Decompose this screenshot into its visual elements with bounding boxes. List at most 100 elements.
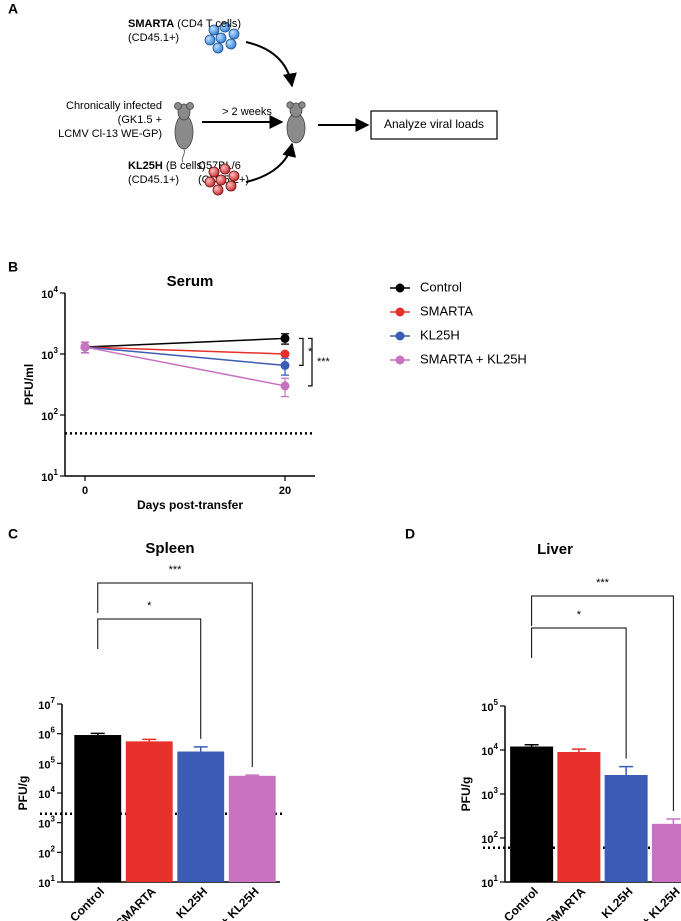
host-line: (GK1.5 + [118, 114, 162, 126]
tick-base: 10 [38, 759, 50, 771]
tick-base: 10 [481, 702, 493, 714]
x-axis-label: Days post-transfer [137, 498, 243, 512]
y-tick-label: 105 [38, 755, 55, 771]
point [280, 333, 290, 343]
significance-bracket [531, 627, 627, 759]
error-bar [619, 765, 634, 776]
series-line [84, 346, 286, 387]
y-tick-label: 101 [41, 468, 58, 484]
error-bar [245, 774, 260, 776]
smarta-cells [204, 21, 240, 54]
kl25h-name: KL25H [128, 160, 163, 172]
significance-label: *** [317, 356, 331, 368]
panel-label: A [8, 1, 18, 17]
bar [651, 823, 681, 882]
tick-base: 10 [38, 700, 50, 712]
point [280, 349, 290, 359]
x-tick-label: Control [501, 884, 541, 921]
host-line: LCMV Cl-13 WE-GP) [58, 128, 162, 140]
mouse [174, 102, 194, 163]
significance-bracket [531, 595, 674, 812]
tick-exponent: 1 [51, 874, 56, 883]
kl25h-marker: (CD45.1+) [128, 174, 179, 186]
tick-base: 10 [481, 834, 493, 846]
smarta-name: SMARTA [128, 18, 174, 30]
tick-base: 10 [41, 411, 53, 423]
interval-label: > 2 weeks [222, 106, 272, 118]
y-tick-label: 105 [481, 698, 498, 714]
y-tick-label: 104 [41, 285, 58, 301]
y-axis-label: PFU/g [16, 776, 30, 811]
significance-bracket [97, 618, 202, 739]
tick-exponent: 2 [494, 830, 499, 839]
tick-base: 10 [38, 789, 50, 801]
legend-label: KL25H [420, 327, 460, 342]
tick-exponent: 5 [494, 698, 499, 707]
tick-exponent: 4 [494, 742, 499, 751]
tick-exponent: 1 [494, 874, 499, 883]
y-tick-label: 102 [41, 407, 58, 423]
legend-label: Control [420, 279, 462, 294]
y-axis-label: PFU/ml [22, 364, 36, 405]
significance-label: * [577, 609, 582, 621]
tick-exponent: 4 [54, 285, 59, 294]
tick-base: 10 [41, 350, 53, 362]
x-tick-label: 20 [279, 485, 291, 497]
panel-label: D [405, 526, 415, 542]
x-tick-label: 0 [82, 485, 88, 497]
smarta-label: SMARTA (CD4 T cells) [128, 18, 241, 30]
x-tick-label: KL25H [173, 884, 210, 921]
y-tick-label: 103 [481, 786, 498, 802]
panel-label: B [8, 259, 18, 275]
series-line [84, 346, 286, 367]
kl25h-cells [204, 163, 240, 196]
legend-marker [395, 331, 405, 341]
panel-label: C [8, 526, 18, 542]
tick-exponent: 2 [54, 407, 59, 416]
significance-label: * [147, 600, 152, 612]
y-tick-label: 101 [38, 874, 55, 890]
bar [604, 775, 648, 882]
error-bar [571, 748, 586, 753]
tick-base: 10 [41, 289, 53, 301]
bar [557, 752, 601, 882]
significance-label: *** [169, 564, 183, 576]
bar [125, 741, 173, 882]
arrow [245, 142, 297, 183]
y-tick-label: 101 [481, 874, 498, 890]
chart-title: Liver [537, 541, 573, 558]
significance-bracket [97, 582, 253, 768]
tick-exponent: 1 [54, 468, 59, 477]
error-bar [142, 738, 157, 742]
tick-base: 10 [41, 472, 53, 484]
readout-label: Analyze viral loads [384, 117, 484, 131]
point [280, 381, 290, 391]
tick-base: 10 [38, 848, 50, 860]
kl25h-detail: (B cells) [163, 160, 206, 172]
bar [228, 775, 276, 882]
host-line: Chronically infected [66, 100, 162, 112]
chart-title: Spleen [145, 540, 194, 557]
tick-exponent: 6 [51, 726, 56, 735]
legend-marker [395, 307, 405, 317]
kl25h-label: KL25H (B cells) [128, 160, 206, 172]
tick-exponent: 2 [51, 844, 56, 853]
tick-base: 10 [481, 746, 493, 758]
x-tick-label: KL25H [599, 884, 636, 921]
y-tick-label: 103 [41, 346, 58, 362]
significance-bracket [308, 337, 313, 387]
point [280, 360, 290, 370]
significance-label: * [308, 346, 313, 358]
tick-exponent: 3 [494, 786, 499, 795]
tick-exponent: 3 [51, 815, 56, 824]
tick-base: 10 [38, 878, 50, 890]
tick-exponent: 5 [51, 755, 56, 764]
error-bar [90, 732, 105, 736]
smarta-detail: (CD4 T cells) [174, 18, 241, 30]
y-tick-label: 107 [38, 696, 55, 712]
tick-exponent: 3 [54, 346, 59, 355]
error-bar [666, 818, 681, 824]
x-tick-label: SMARTA [113, 884, 159, 921]
error-bar [524, 743, 539, 747]
